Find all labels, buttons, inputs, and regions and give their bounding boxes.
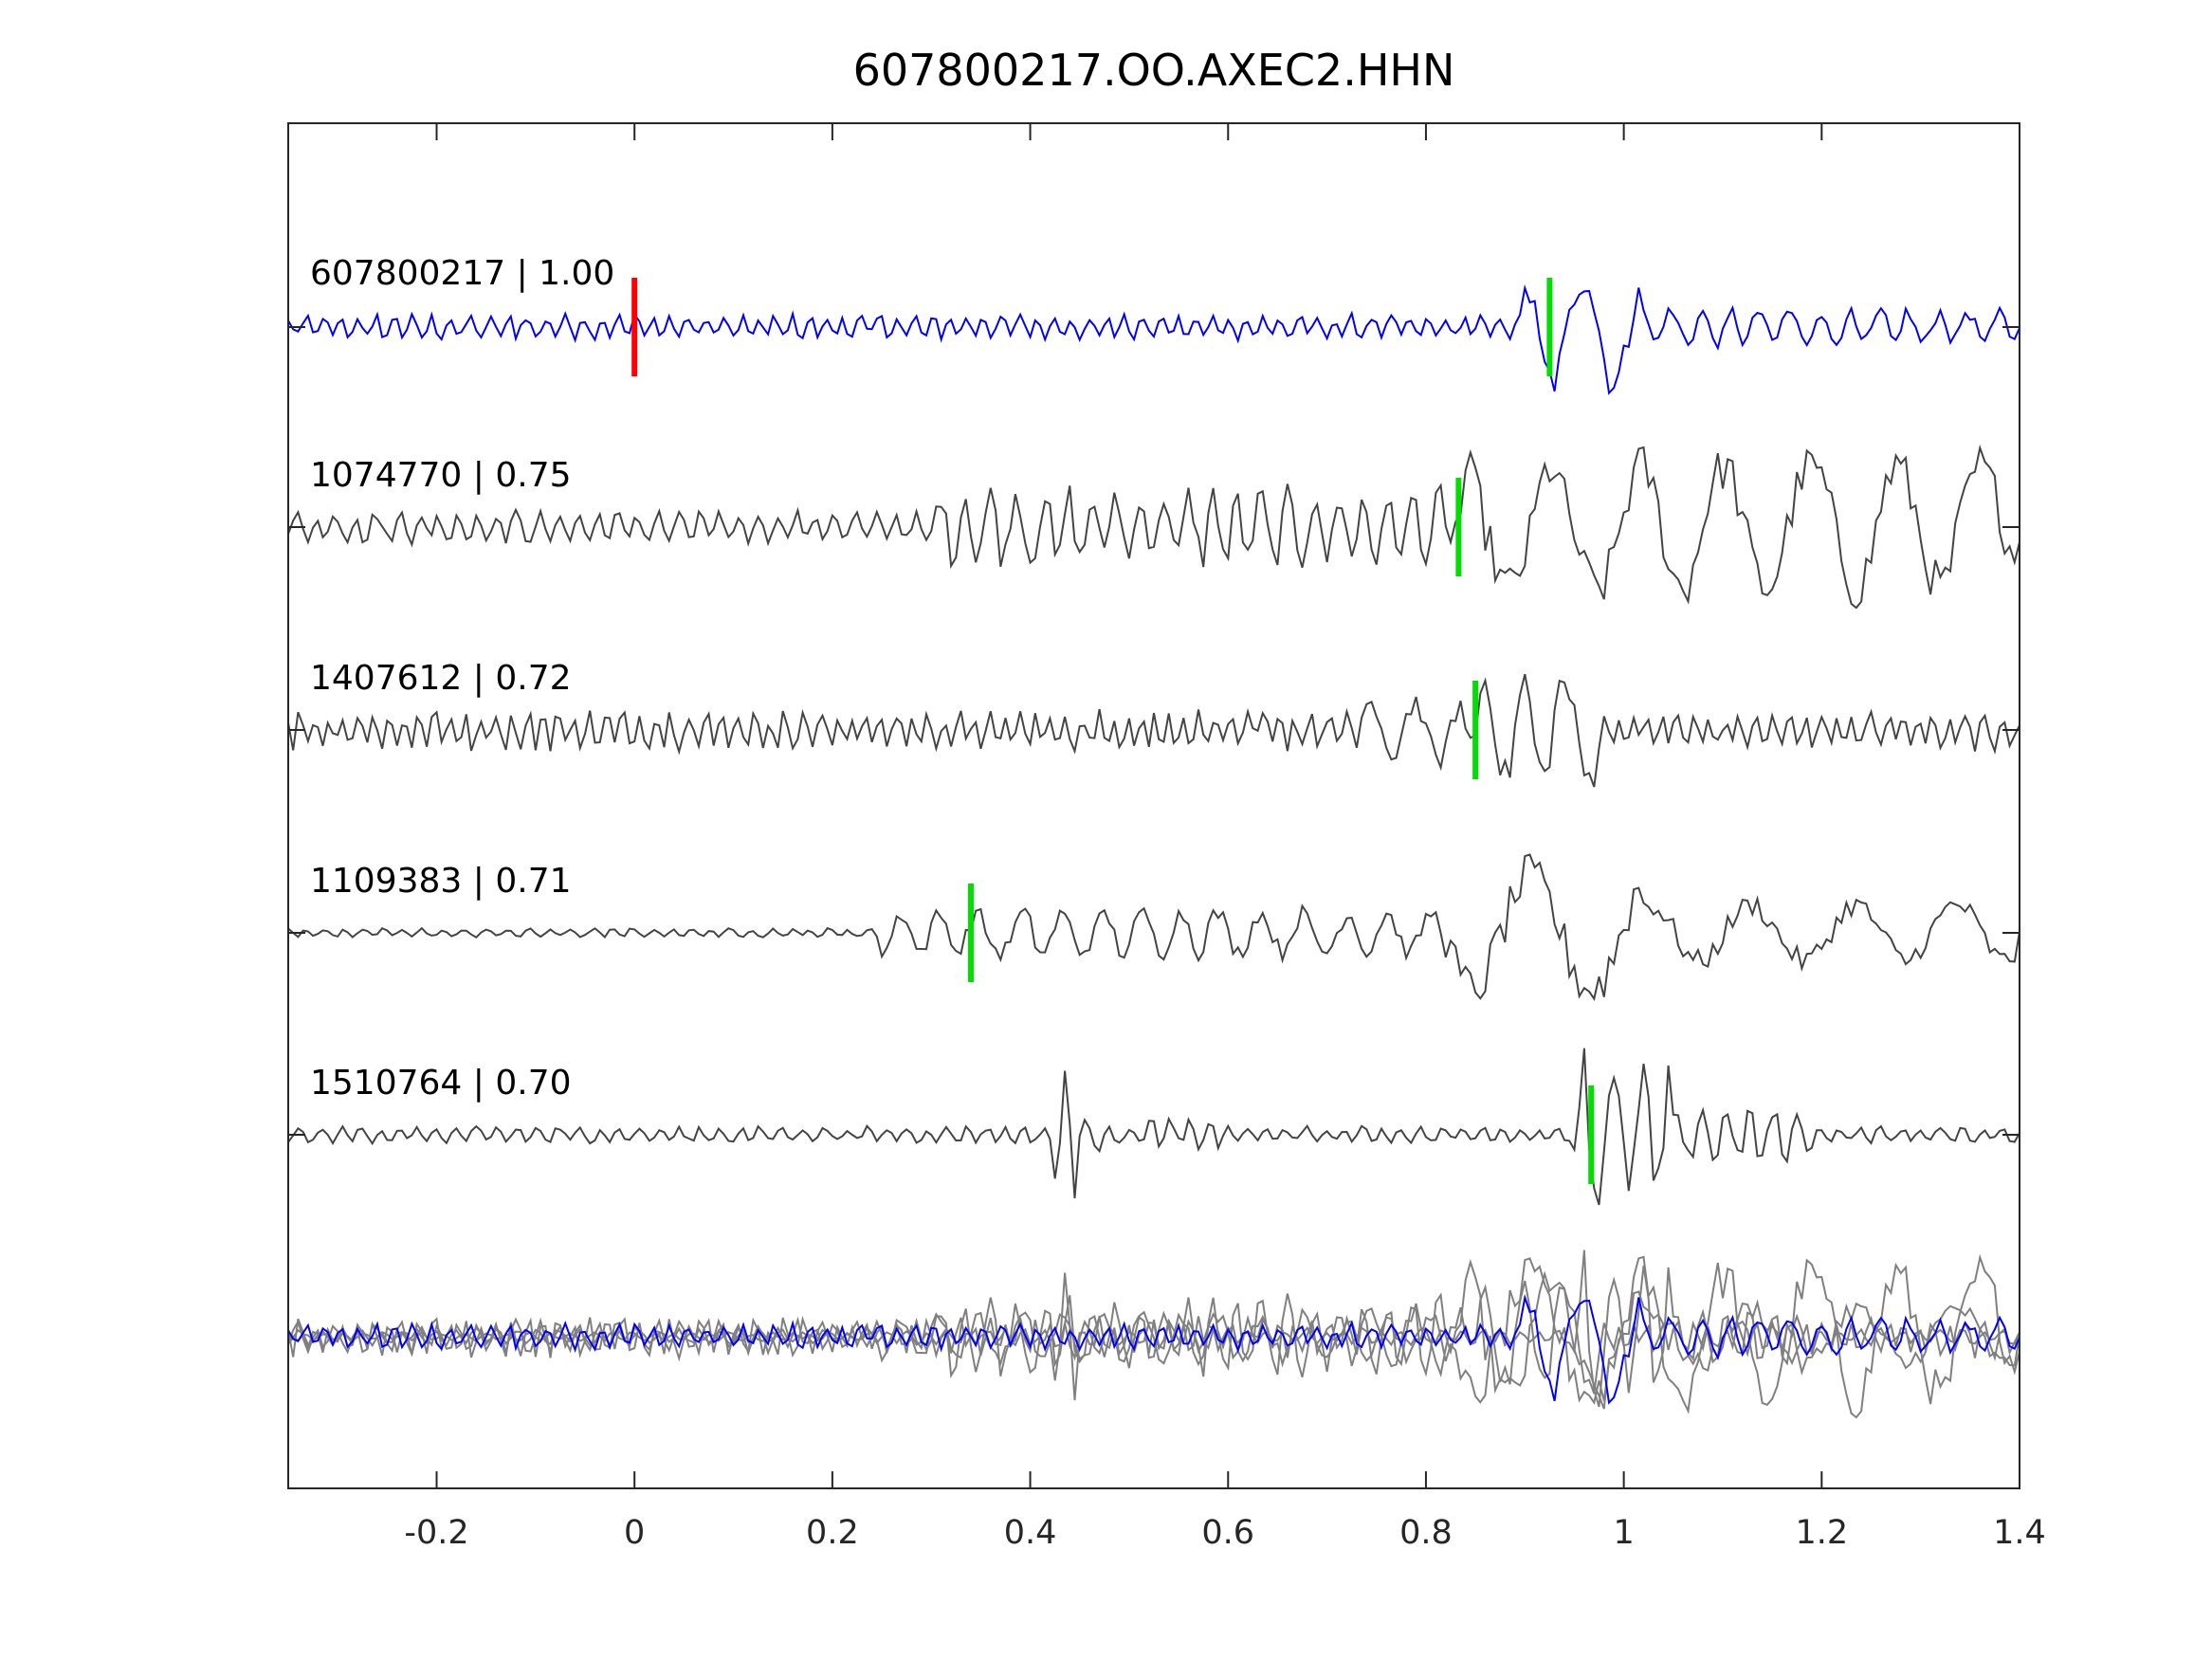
waveform-chart: 607800217.OO.AXEC2.HHN 607800217 | 1.00 1… <box>0 0 2212 1659</box>
x-tick-label: -0.2 <box>404 1514 468 1552</box>
x-tick-label: 0.2 <box>806 1514 859 1552</box>
x-tick-label: 1 <box>1613 1514 1634 1552</box>
x-tick-label: 0 <box>624 1514 645 1552</box>
x-tick-label: 1.2 <box>1795 1514 1848 1552</box>
x-tick-label: 0.4 <box>1004 1514 1057 1552</box>
trace-label: 1109383 | 0.71 <box>310 862 572 901</box>
plot-frame <box>288 123 2020 1488</box>
trace-label: 1074770 | 0.75 <box>310 456 572 495</box>
trace-label: 1407612 | 0.72 <box>310 659 572 698</box>
waveform-trace-607800217 <box>288 288 2020 393</box>
trace-label: 607800217 | 1.00 <box>310 254 614 293</box>
trace-label: 1510764 | 0.70 <box>310 1064 572 1103</box>
stack-overlay-trace-1109383 <box>288 1259 2020 1403</box>
traces-group: 607800217 | 1.00 1074770 | 0.75 1407612 | … <box>288 254 2020 1417</box>
x-tick-label: 0.8 <box>1399 1514 1453 1552</box>
x-tick-label: 0.6 <box>1201 1514 1254 1552</box>
chart-title: 607800217.OO.AXEC2.HHN <box>853 45 1455 96</box>
x-tick-label: 1.4 <box>1993 1514 2046 1552</box>
